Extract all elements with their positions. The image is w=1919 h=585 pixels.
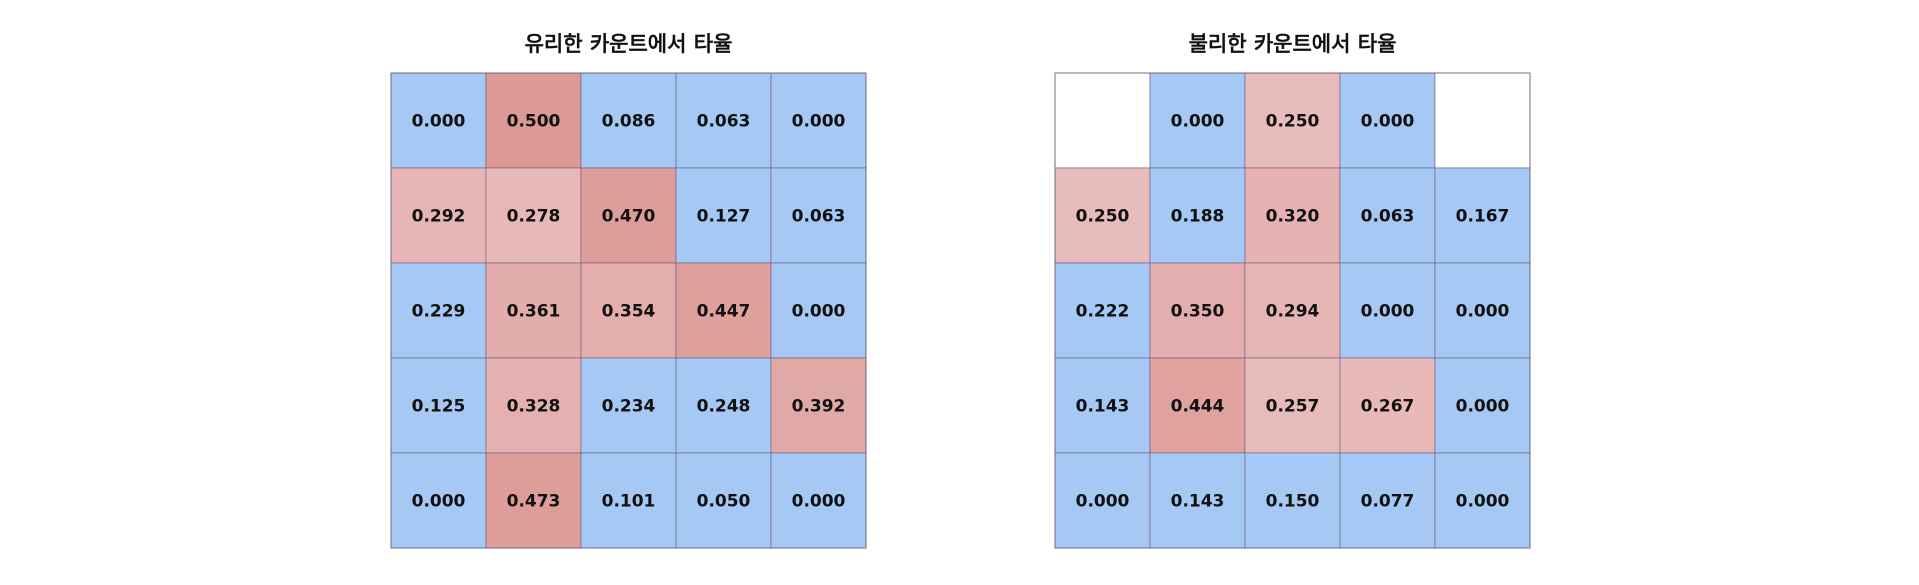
cell-value-label: 0.063 xyxy=(792,207,846,227)
heatmap-cell xyxy=(485,357,582,454)
cell-value-label: 0.000 xyxy=(792,302,846,322)
cell-value-label: 0.473 xyxy=(507,492,561,512)
cell-value-label: 0.278 xyxy=(507,207,561,227)
cell-value-label: 0.000 xyxy=(792,112,846,132)
heatmap-cell xyxy=(580,357,677,454)
cell-value-label: 0.000 xyxy=(1456,397,1510,417)
cell-value-label: 0.444 xyxy=(1171,397,1225,417)
heatmap-cell xyxy=(1339,167,1436,264)
heatmap-frame xyxy=(390,72,867,549)
cell-value-label: 0.000 xyxy=(1076,492,1130,512)
cell-value-label: 0.361 xyxy=(507,302,561,322)
heatmap-panel-1: 유리한 카운트에서 타율 0.000 0.500 0.086 0.063 0.000 0.2… xyxy=(390,32,867,549)
heatmap-cell xyxy=(485,72,582,169)
cell-value-label: 0.320 xyxy=(1266,207,1320,227)
cell-value-label: 0.143 xyxy=(1076,397,1130,417)
cell-value-label: 0.050 xyxy=(697,492,751,512)
cell-value-label: 0.000 xyxy=(1456,302,1510,322)
cell-value-label: 0.257 xyxy=(1266,397,1320,417)
cell-value-label: 0.470 xyxy=(602,207,656,227)
cell-value-label: 0.222 xyxy=(1076,302,1130,322)
cell-value-label: 0.229 xyxy=(412,302,466,322)
heatmap-cell xyxy=(1434,72,1531,169)
cell-value-label: 0.063 xyxy=(697,112,751,132)
heatmap-cell xyxy=(1149,262,1246,359)
cell-value-label: 0.248 xyxy=(697,397,751,417)
heatmap-cell xyxy=(390,72,487,169)
heatmap-cell xyxy=(580,262,677,359)
cell-value-label: 0.500 xyxy=(507,112,561,132)
cell-value-label: 0.000 xyxy=(412,492,466,512)
heatmap-cell xyxy=(1434,452,1531,549)
heatmap-cell xyxy=(675,72,772,169)
cell-value-label: 0.000 xyxy=(792,492,846,512)
cell-value-label: 0.101 xyxy=(602,492,656,512)
heatmap-cell xyxy=(1434,262,1531,359)
heatmap-cell xyxy=(770,357,867,454)
heatmap-cell xyxy=(1244,452,1341,549)
heatmap-cell xyxy=(1149,357,1246,454)
cell-value-label: 0.150 xyxy=(1266,492,1320,512)
heatmap-cell xyxy=(770,72,867,169)
heatmap-cell xyxy=(770,452,867,549)
heatmap-cell xyxy=(770,262,867,359)
heatmap-cell xyxy=(1339,72,1436,169)
cell-value-label: 0.127 xyxy=(697,207,751,227)
cell-value-label: 0.000 xyxy=(1361,302,1415,322)
cell-value-label: 0.392 xyxy=(792,397,846,417)
cell-value-label: 0.354 xyxy=(602,302,656,322)
heatmap-cell xyxy=(770,167,867,264)
heatmap-cell xyxy=(390,452,487,549)
heatmap-cell xyxy=(1244,262,1341,359)
cell-value-label: 0.167 xyxy=(1456,207,1510,227)
heatmap-cell xyxy=(1149,167,1246,264)
panel-title: 불리한 카운트에서 타율 xyxy=(1189,32,1397,56)
heatmap-cell xyxy=(580,167,677,264)
cell-value-label: 0.000 xyxy=(1456,492,1510,512)
heatmap-cell xyxy=(1244,167,1341,264)
cell-value-label: 0.250 xyxy=(1266,112,1320,132)
cell-value-label: 0.292 xyxy=(412,207,466,227)
heatmap-cell xyxy=(580,452,677,549)
cell-value-label: 0.063 xyxy=(1361,207,1415,227)
panel-title: 유리한 카운트에서 타율 xyxy=(525,32,733,56)
heatmap-cell xyxy=(675,262,772,359)
cell-value-label: 0.294 xyxy=(1266,302,1320,322)
cell-value-label: 0.188 xyxy=(1171,207,1225,227)
heatmap-cell xyxy=(1054,452,1151,549)
heatmap-panel-2: 불리한 카운트에서 타율 0.000 0.250 0.000 0.250 0.188 0.3… xyxy=(1054,32,1531,549)
cell-value-label: 0.143 xyxy=(1171,492,1225,512)
cell-value-label: 0.250 xyxy=(1076,207,1130,227)
heatmap-cell xyxy=(485,262,582,359)
heatmap-cell xyxy=(1339,357,1436,454)
cell-value-label: 0.086 xyxy=(602,112,656,132)
cell-value-label: 0.447 xyxy=(697,302,751,322)
heatmap-cell xyxy=(390,167,487,264)
heatmap-cell xyxy=(1054,167,1151,264)
cell-value-label: 0.000 xyxy=(1171,112,1225,132)
cell-value-label: 0.234 xyxy=(602,397,656,417)
heatmap-cell xyxy=(1149,452,1246,549)
cell-value-label: 0.077 xyxy=(1361,492,1415,512)
heatmap-cell xyxy=(1149,72,1246,169)
heatmap-cell xyxy=(485,452,582,549)
cell-value-label: 0.350 xyxy=(1171,302,1225,322)
cell-value-label: 0.125 xyxy=(412,397,466,417)
heatmap-cell xyxy=(1244,357,1341,454)
heatmap-cell xyxy=(1244,72,1341,169)
cell-value-label: 0.267 xyxy=(1361,397,1415,417)
cell-value-label: 0.328 xyxy=(507,397,561,417)
heatmap-cell xyxy=(675,357,772,454)
heatmap-frame xyxy=(1054,72,1531,549)
cell-value-label: 0.000 xyxy=(1361,112,1415,132)
heatmap-cell xyxy=(1054,72,1151,169)
cell-value-label: 0.000 xyxy=(412,112,466,132)
